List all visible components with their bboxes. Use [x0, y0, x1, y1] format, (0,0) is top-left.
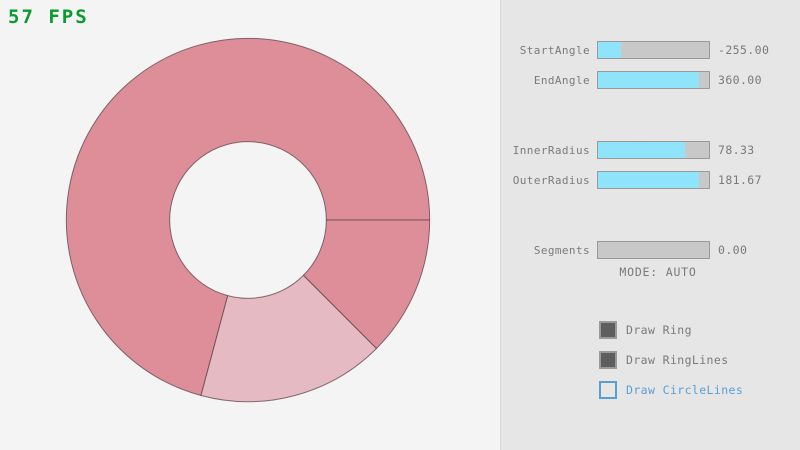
render-canvas[interactable]: 57 FPS [0, 0, 500, 450]
checkbox-box[interactable] [599, 351, 617, 369]
segment-mode-text: MODE: AUTO [619, 265, 697, 279]
checkbox-row-draw-ringlines[interactable]: Draw RingLines [599, 350, 729, 370]
slider-row-outerradius: OuterRadius 181.67 [501, 170, 800, 190]
checkbox-row-draw-circlelines[interactable]: Draw CircleLines [599, 380, 743, 400]
slider-value: -255.00 [718, 43, 770, 57]
checkbox-label: Draw Ring [626, 323, 692, 337]
slider-label: EndAngle [533, 73, 590, 87]
slider-label: InnerRadius [512, 143, 590, 157]
ring-slice [65, 37, 431, 397]
checkbox-label: Draw CircleLines [626, 383, 744, 397]
slider-value: 78.33 [718, 143, 755, 157]
slider-label: OuterRadius [512, 173, 590, 187]
checkbox-box[interactable] [599, 381, 617, 399]
slider-fill [598, 72, 699, 88]
slider-value: 0.00 [718, 243, 748, 257]
slider-track-outerradius[interactable] [597, 171, 710, 189]
donut-ring-chart [65, 37, 431, 403]
fps-counter: 57 FPS [8, 6, 89, 28]
slider-row-innerradius: InnerRadius 78.33 [501, 140, 800, 160]
slider-fill [598, 142, 685, 158]
slider-label: Segments [533, 243, 590, 257]
slider-row-endangle: EndAngle 360.00 [501, 70, 800, 90]
slider-row-startangle: StartAngle -255.00 [501, 40, 800, 60]
checkbox-row-draw-ring[interactable]: Draw Ring [599, 320, 692, 340]
slider-value: 181.67 [718, 173, 762, 187]
ring-slice-group [65, 37, 431, 403]
ring-slice [200, 274, 378, 403]
slider-value: 360.00 [718, 73, 762, 87]
slider-row-segments: Segments 0.00 [501, 240, 800, 260]
checkbox-label: Draw RingLines [626, 353, 729, 367]
slider-track-innerradius[interactable] [597, 141, 710, 159]
checkbox-box[interactable] [599, 321, 617, 339]
slider-track-endangle[interactable] [597, 71, 710, 89]
slider-label: StartAngle [519, 43, 590, 57]
slider-fill [598, 172, 699, 188]
slider-track-segments[interactable] [597, 241, 710, 259]
slider-track-startangle[interactable] [597, 41, 710, 59]
control-panel: StartAngle -255.00 EndAngle 360.00 InnerRadi… [500, 0, 800, 450]
slider-fill [598, 42, 622, 58]
